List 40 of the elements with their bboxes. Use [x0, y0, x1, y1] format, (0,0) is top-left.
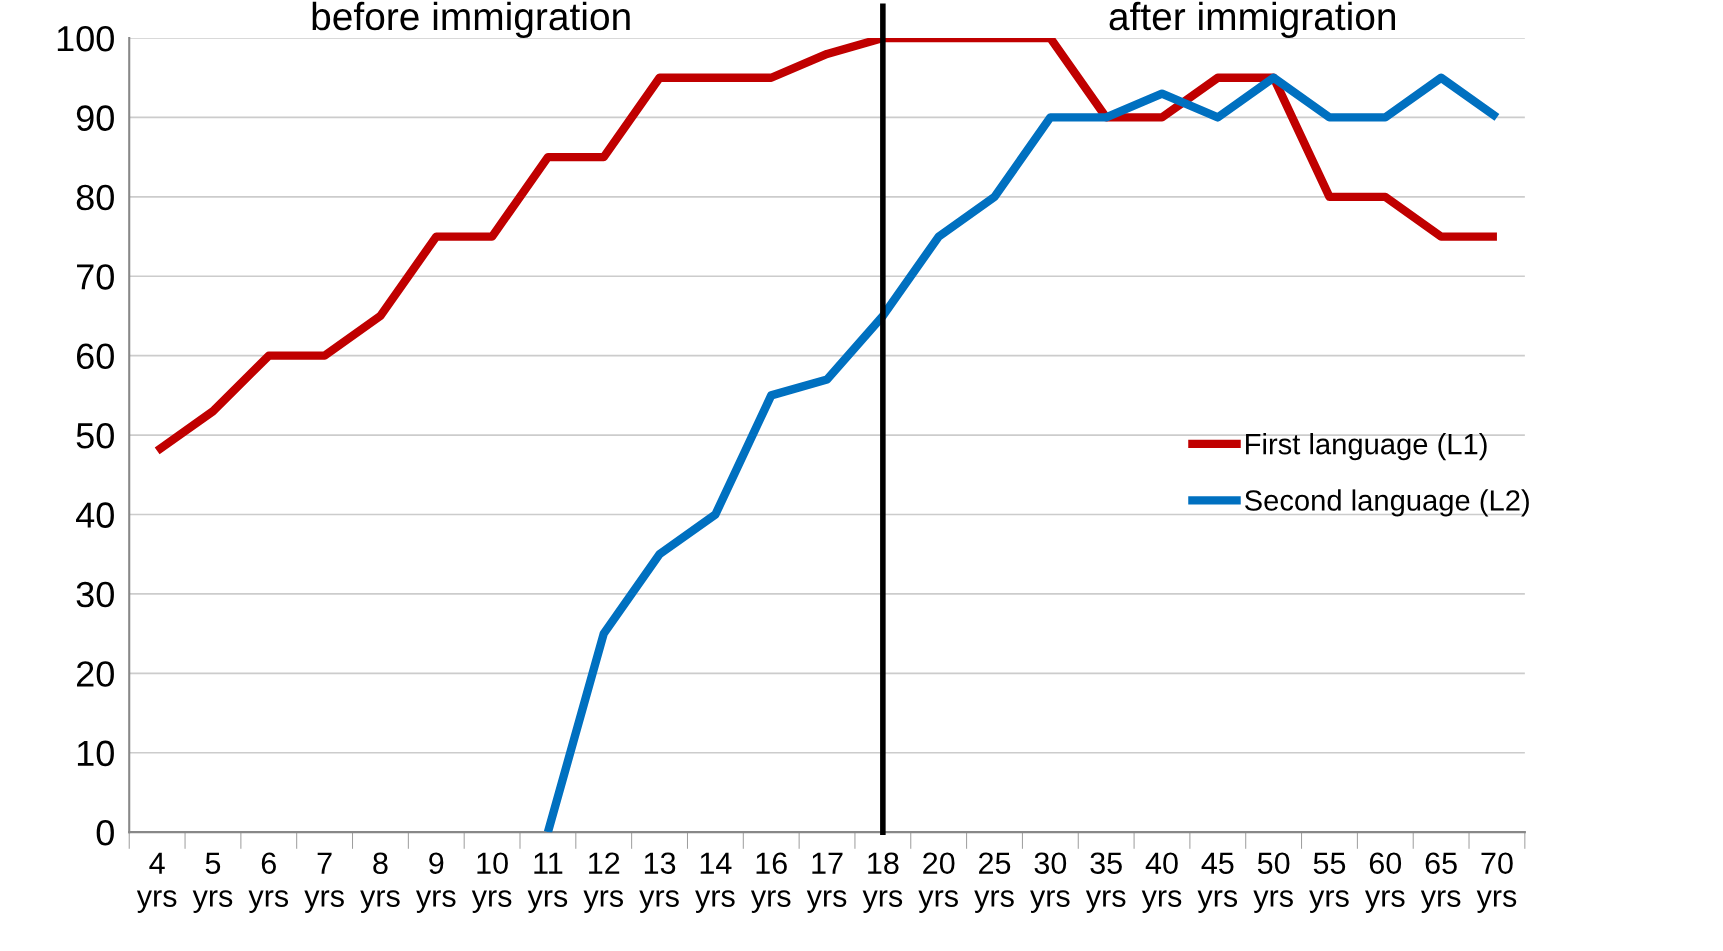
x-tick-label: 40 yrs	[1141, 852, 1182, 913]
y-tick-label: 30	[76, 581, 114, 608]
x-tick-label: 45 yrs	[1197, 852, 1238, 913]
x-tick-label: 35 yrs	[1085, 852, 1126, 913]
x-tick-label: 55 yrs	[1309, 852, 1349, 913]
x-tick-label: 13 yrs	[639, 852, 679, 913]
x-tick-label: 50 yrs	[1253, 852, 1293, 913]
x-tick-label: 11 yrs	[527, 852, 568, 913]
legend-label: Second language (L2)	[1244, 489, 1529, 517]
x-tick-label: 14 yrs	[695, 852, 735, 913]
x-tick-label: 25 yrs	[974, 852, 1014, 913]
x-tick-label: 10 yrs	[471, 852, 512, 913]
x-tick-label: 12 yrs	[583, 852, 623, 913]
x-tick-label: 7 yrs	[304, 852, 344, 913]
x-tick-label: 70 yrs	[1476, 852, 1517, 913]
y-tick-label: 40	[76, 502, 114, 528]
x-tick-label: 5 yrs	[192, 852, 233, 913]
x-tick-label: 6 yrs	[248, 852, 289, 913]
x-tick-label: 16 yrs	[750, 852, 791, 913]
x-tick-label: 60 yrs	[1365, 852, 1405, 913]
annotation: before immigration	[312, 1, 630, 39]
legend-label: First language (L1)	[1246, 433, 1487, 461]
x-tick-label: 17 yrs	[806, 852, 847, 913]
y-tick-label: 80	[76, 184, 114, 211]
x-tick-label: 4 yrs	[136, 852, 177, 913]
x-tick-label: 8 yrs	[360, 852, 400, 913]
y-tick-label: 20	[76, 661, 114, 687]
y-tick-label: 10	[77, 740, 114, 767]
x-tick-label: 30 yrs	[1030, 852, 1070, 913]
y-tick-label: 50	[76, 422, 114, 449]
y-tick-label: 70	[77, 264, 114, 290]
annotation: after immigration	[1109, 1, 1395, 39]
x-tick-label: 9 yrs	[415, 852, 456, 913]
x-tick-label: 18 yrs	[862, 852, 903, 913]
x-tick-label: 65 yrs	[1420, 852, 1461, 913]
y-tick-label: 100	[57, 25, 114, 52]
y-tick-label: 0	[96, 819, 114, 846]
y-tick-label: 90	[76, 105, 114, 131]
y-tick-label: 60	[77, 343, 114, 370]
x-tick-label: 20 yrs	[918, 852, 958, 913]
